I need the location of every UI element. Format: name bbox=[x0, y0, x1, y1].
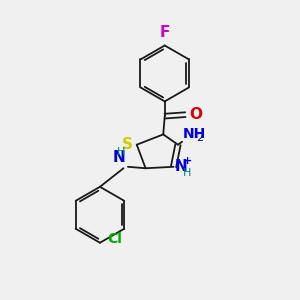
Text: N: N bbox=[112, 150, 125, 165]
Text: NH: NH bbox=[182, 127, 206, 141]
Text: H: H bbox=[117, 147, 126, 158]
Text: Cl: Cl bbox=[107, 232, 122, 246]
Text: S: S bbox=[122, 137, 133, 152]
Text: H: H bbox=[182, 168, 191, 178]
Text: O: O bbox=[189, 107, 202, 122]
Text: 2: 2 bbox=[196, 133, 203, 142]
Text: F: F bbox=[160, 25, 170, 40]
Text: +: + bbox=[183, 157, 192, 166]
Text: N: N bbox=[175, 159, 188, 174]
